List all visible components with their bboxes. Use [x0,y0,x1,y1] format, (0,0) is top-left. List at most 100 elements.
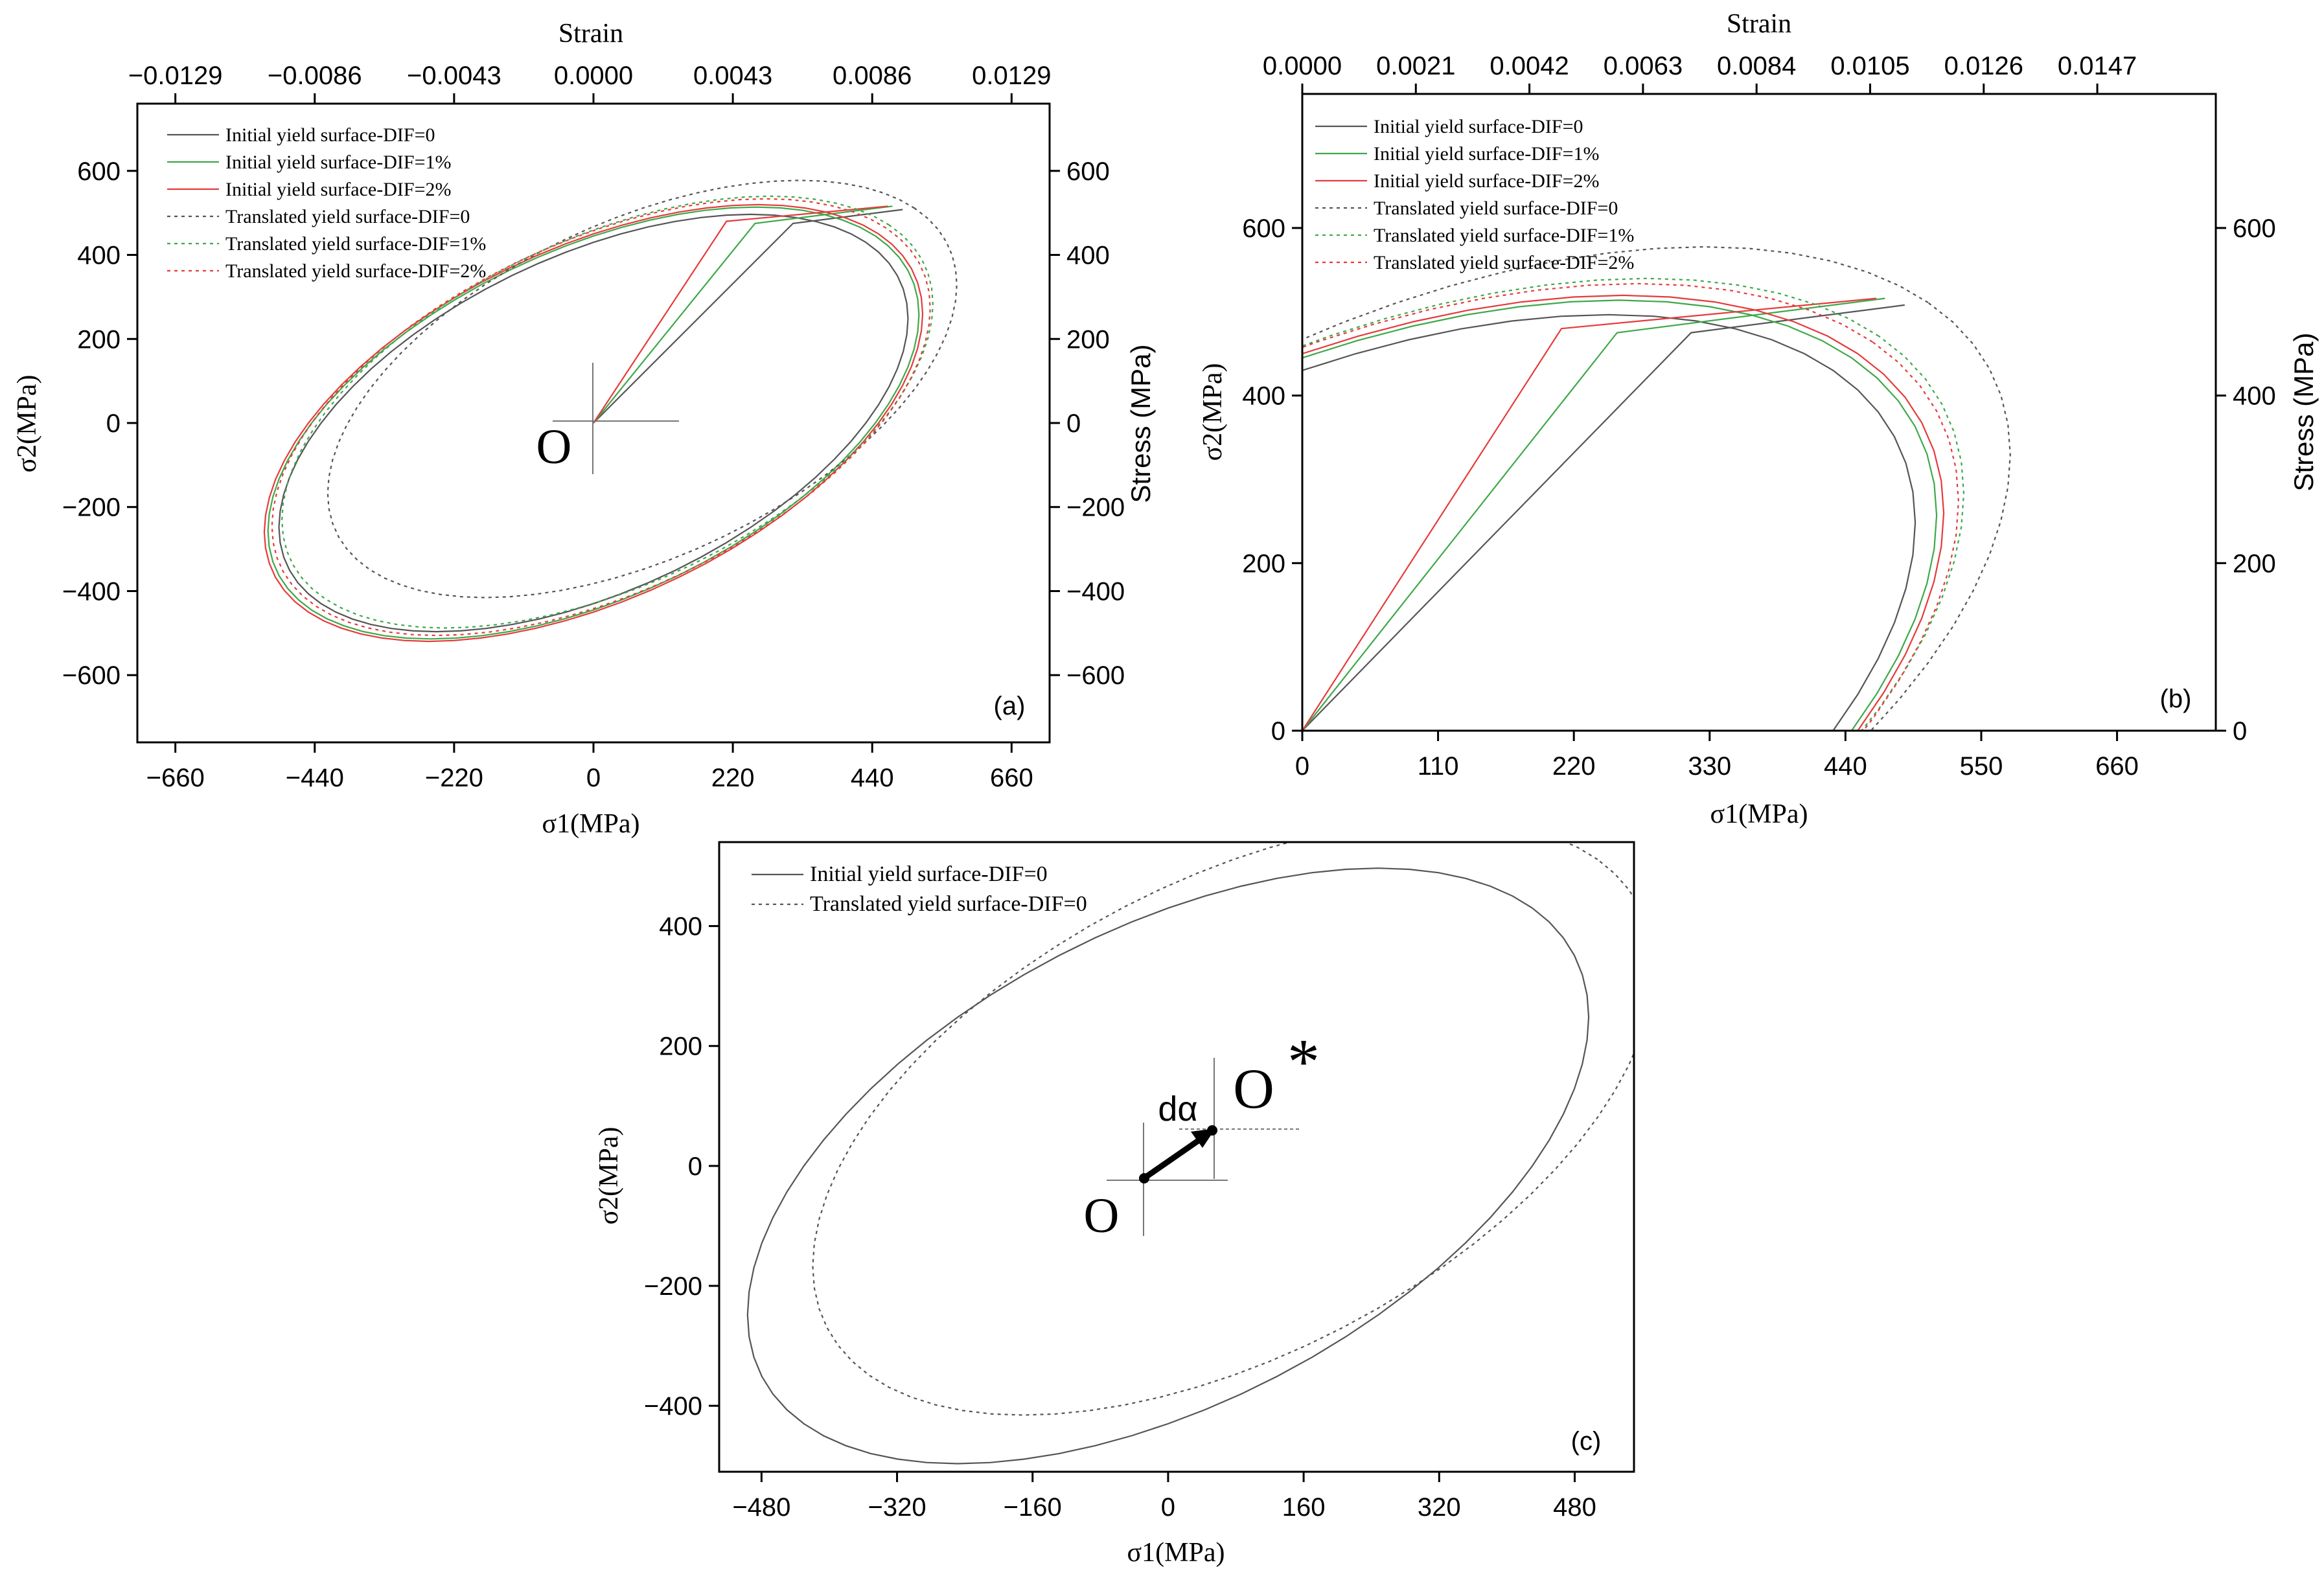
panel-a-label: (a) [994,692,1026,720]
x-tick-label: 320 [1418,1493,1461,1522]
right-tick-label: −600 [1066,661,1125,690]
panel-a-curve-translated-yield-surface-dif-2 [271,198,931,637]
x-tick-label: −160 [1004,1493,1062,1522]
x-tick-label: 220 [1552,752,1596,781]
y-tick-label: 400 [659,913,702,941]
panel-c-y-axis-title: σ2(MPa) [594,1127,624,1225]
x-tick-label: −440 [286,764,344,792]
panel-a-strain-path-initial-yield-surface-dif-0 [593,209,903,424]
right-tick-label: 400 [2233,382,2276,411]
panel-a-right-axis: −600 −400 −200 0 200 400 600 [1050,157,1125,690]
x-tick-label: 440 [1824,752,1867,781]
top-tick-label: 0.0105 [1830,52,1909,80]
legend-label: Translated yield surface-DIF=0 [225,206,470,227]
legend-label: Translated yield surface-DIF=1% [1374,225,1634,246]
top-tick-label: 0.0042 [1490,52,1569,80]
panel-b-label: (b) [2160,685,2192,713]
right-tick-label: 0 [1066,409,1081,438]
x-tick-label: 660 [2095,752,2139,781]
top-tick-label: 0.0000 [1263,52,1342,80]
panel-a-x-axis-title: σ1(MPa) [542,809,640,839]
panel-c-x-axis: −480 −320 −160 0 160 320 480 [732,1472,1596,1522]
panel-b-curve-translated-yield-surface-dif-2 [1302,282,1960,731]
panel-b-top-axis: 0.0000 0.0021 0.0042 0.0063 0.0084 0.0105 0.01… [1263,52,2137,94]
x-tick-label: 0 [1295,752,1309,781]
x-tick-label: 440 [851,764,894,792]
legend-label: Initial yield surface-DIF=1% [225,152,451,173]
x-tick-label: −220 [425,764,483,792]
y-tick-label: 200 [1242,549,1285,578]
panel-a-curve-initial-yield-surface-dif-2 [263,203,924,643]
right-tick-label: −400 [1066,577,1125,606]
panel-a-y-axis: −600 −400 −200 0 200 400 600 [62,157,137,690]
panel-b-curves [1302,246,2011,731]
y-tick-label: 0 [106,409,121,438]
panel-c-legend: Initial yield surface-DIF=0 Translated yi… [752,862,1087,916]
y-tick-label: −400 [62,577,121,606]
panel-b-legend: Initial yield surface-DIF=0 Initial yield… [1315,116,1634,273]
y-tick-label: 400 [77,242,121,270]
panel-b-y-axis-title: σ2(MPa) [1198,363,1228,461]
x-tick-label: 220 [711,764,755,792]
panel-a-strain-path-initial-yield-surface-dif-2 [593,205,888,424]
panel-c-y-axis: −400 −200 0 200 400 [644,913,719,1421]
panel-c-translated-origin-star: * [1287,1025,1320,1097]
top-tick-label: 0.0063 [1604,52,1683,80]
right-tick-label: 0 [2233,717,2247,746]
panel-b-strain-path-initial-yield-surface-dif-0 [1302,304,1905,731]
panel-a-top-axis: −0.0129 −0.0086 −0.0043 0.0000 0.0043 0.0086 0… [128,62,1052,104]
x-tick-label: −320 [868,1493,926,1522]
panel-b-right-axis: 0 200 400 600 [2216,214,2276,746]
panel-b-y-axis: 0 200 400 600 [1242,214,1302,746]
panel-a-curve-initial-yield-surface-dif-1 [267,206,920,640]
panel-b-right-axis-title: Stress (MPa) [2288,332,2319,491]
top-tick-label: −0.0129 [128,62,223,90]
panel-c: −480 −320 −160 0 160 320 480 −400 −200 0 200 400 σ… [594,841,1635,1568]
x-tick-label: 0 [1161,1493,1175,1522]
panel-b-frame [1301,93,2217,732]
panel-a-x-axis: −660 −440 −220 0 220 440 660 [146,742,1033,792]
x-tick-label: 480 [1553,1493,1596,1522]
legend-label: Translated yield surface-DIF=1% [225,233,486,255]
y-tick-label: −200 [62,494,121,522]
top-tick-label: 0.0084 [1717,52,1796,80]
top-tick-label: −0.0086 [268,62,362,90]
panel-a-strain-path-initial-yield-surface-dif-1 [593,205,893,424]
right-tick-label: 400 [1066,242,1110,270]
right-tick-label: 200 [2233,549,2276,578]
y-tick-label: 600 [1242,214,1285,243]
legend-label: Initial yield surface-DIF=1% [1374,143,1599,165]
panel-b-strain-path-initial-yield-surface-dif-2 [1302,297,1877,731]
panel-c-curves [746,842,1634,1465]
panel-a-legend: Initial yield surface-DIF=0 Initial yield… [167,124,486,282]
top-tick-label: 0.0126 [1944,52,2023,80]
panel-c-frame [718,841,1635,1473]
panel-c-translation-arrow [1139,1125,1217,1183]
panel-a-curves [263,179,958,643]
y-tick-label: 0 [688,1152,702,1181]
panel-b-top-axis-title: Strain [1727,9,1791,39]
top-tick-label: −0.0043 [407,62,501,90]
legend-label: Initial yield surface-DIF=2% [1374,170,1599,192]
top-tick-label: 0.0086 [833,62,912,90]
legend-label: Translated yield surface-DIF=2% [1374,252,1634,273]
panel-a: −660 −440 −220 0 220 440 660 −600 −400 −200 0 200 4… [12,19,1156,839]
top-tick-label: 0.0000 [554,62,633,90]
panel-a-right-axis-title: Stress (MPa) [1125,344,1156,503]
y-tick-label: 600 [77,157,121,186]
top-tick-label: 0.0021 [1376,52,1455,80]
top-tick-label: 0.0129 [972,62,1051,90]
panel-c-origin-label: O [1084,1189,1120,1243]
panel-a-y-axis-title: σ2(MPa) [12,375,42,473]
x-tick-label: 160 [1282,1493,1326,1522]
y-tick-label: 0 [1271,717,1285,746]
legend-label: Translated yield surface-DIF=2% [225,260,486,282]
panel-b-x-axis: 0 110 220 330 440 550 660 [1295,731,2139,781]
panel-c-translated-origin-label: O [1233,1058,1274,1121]
y-tick-label: 200 [77,325,121,354]
panel-c-label: (c) [1571,1427,1602,1456]
panel-c-curve-translated-yield-surface-dif-0 [812,842,1634,1416]
